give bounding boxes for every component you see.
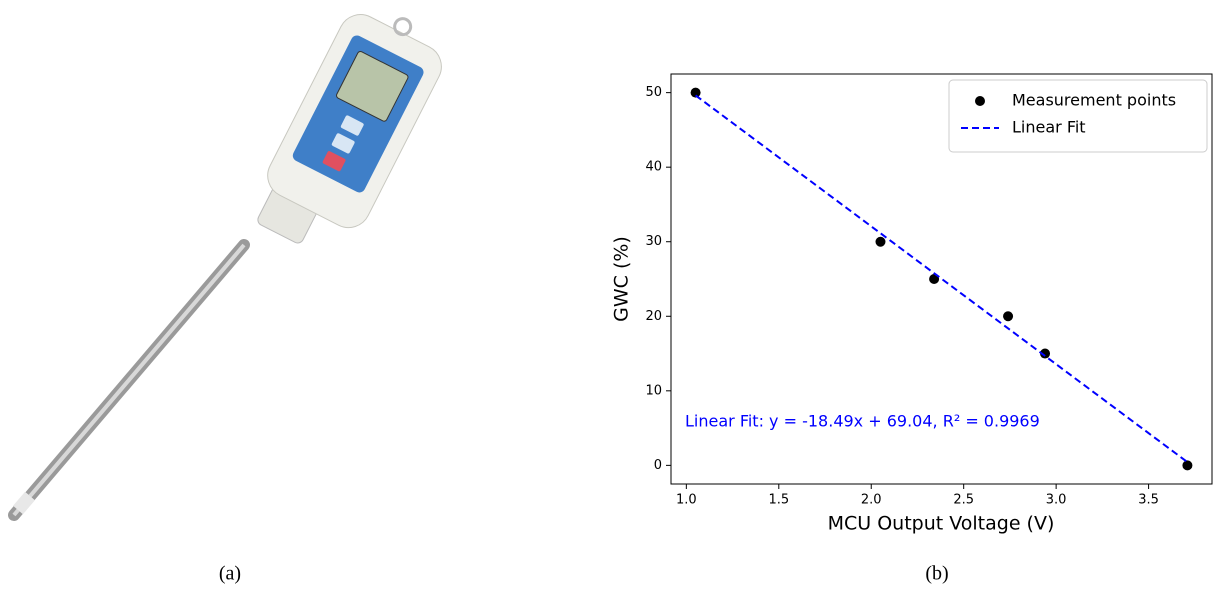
x-tick-label: 2.5 (953, 493, 974, 508)
x-tick-label: 1.0 (676, 493, 697, 508)
x-axis-label: MCU Output Voltage (V) (828, 513, 1055, 535)
probe-button (322, 151, 346, 172)
probe-loop (393, 17, 413, 37)
probe-tip-band (13, 491, 35, 515)
x-tick-label: 1.5 (768, 493, 789, 508)
fit-line (694, 94, 1189, 463)
legend-marker (975, 96, 985, 106)
probe-button (340, 115, 364, 136)
annotation: Linear Fit: y = -18.49x + 69.04, R² = 0.… (685, 412, 1040, 431)
caption: (a) (219, 563, 241, 585)
probe-photo (8, 14, 442, 521)
data-point (929, 274, 940, 284)
y-tick-label: 30 (645, 234, 662, 249)
data-point (1040, 348, 1051, 359)
y-tick-label: 20 (645, 309, 662, 324)
data-point (875, 236, 886, 247)
x-tick-label: 3.0 (1046, 493, 1067, 508)
x-tick-label: 2.0 (861, 493, 882, 508)
legend-box (948, 79, 1208, 153)
caption: (b) (925, 563, 948, 585)
y-tick-label: 40 (645, 160, 662, 175)
probe-button (331, 133, 355, 154)
x-tick-label: 3.5 (1138, 493, 1159, 508)
probe-lcd (336, 50, 409, 122)
data-point (1182, 460, 1193, 471)
y-tick-label: 10 (645, 383, 662, 398)
data-point (690, 87, 701, 98)
data-point (1003, 311, 1014, 322)
probe-body (257, 14, 442, 244)
y-tick-label: 50 (645, 85, 662, 100)
plot-frame (670, 73, 1213, 485)
legend-label: Measurement points (1012, 91, 1176, 110)
y-tick-label: 0 (654, 458, 662, 473)
legend-label: Linear Fit (1012, 118, 1086, 137)
probe-rod-highlight (12, 243, 246, 517)
y-axis-label: GWC (%) (611, 236, 633, 322)
